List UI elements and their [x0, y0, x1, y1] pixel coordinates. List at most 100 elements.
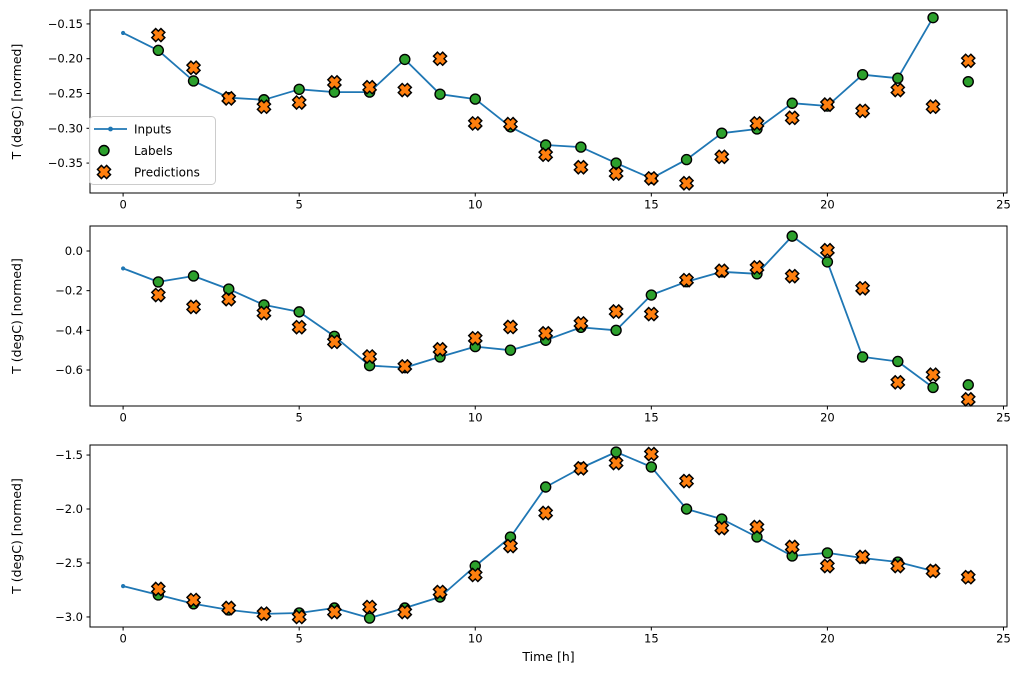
predictions-marker	[150, 581, 166, 597]
legend-box	[89, 116, 216, 185]
predictions-marker	[749, 259, 765, 276]
labels-marker	[434, 88, 446, 100]
y-axis-label: T (degC) [normed]	[9, 258, 24, 375]
legend: Inputs Labels Predictions	[89, 116, 216, 185]
labels-marker	[856, 351, 869, 363]
x-tick-label: 15	[644, 632, 659, 646]
predictions-marker-stroke	[399, 360, 411, 372]
predictions-marker	[714, 149, 730, 165]
labels-marker	[786, 97, 798, 109]
predictions-marker-stroke	[152, 29, 164, 41]
labels-marker	[610, 157, 622, 169]
labels-marker	[293, 306, 305, 318]
y-axis-label: T (degC) [normed]	[9, 44, 24, 161]
predictions-marker-stroke	[223, 92, 235, 104]
predictions-marker	[256, 305, 272, 321]
predictions-marker	[714, 520, 730, 536]
legend-predictions-sample	[96, 164, 112, 180]
predictions-marker	[925, 563, 941, 579]
predictions-marker	[185, 299, 202, 315]
predictions-marker-stroke	[434, 53, 446, 65]
predictions-marker	[397, 358, 413, 375]
predictions-marker-stroke	[328, 76, 340, 88]
predictions-marker	[326, 74, 342, 90]
predictions-marker-stroke	[364, 601, 376, 613]
predictions-marker	[432, 341, 448, 357]
predictions-marker-stroke	[681, 475, 693, 487]
predictions-marker-stroke	[575, 161, 587, 173]
predictions-marker-stroke	[681, 274, 693, 286]
x-tick-label: 5	[296, 411, 303, 425]
predictions-marker-stroke	[188, 594, 200, 606]
predictions-marker-stroke	[892, 376, 904, 388]
predictions-marker	[185, 60, 202, 76]
predictions-marker	[819, 97, 835, 113]
predictions-marker	[855, 549, 871, 565]
y-tick-label: −0.35	[48, 156, 83, 170]
predictions-marker	[538, 147, 554, 163]
predictions-marker-stroke	[223, 293, 235, 305]
predictions-marker-stroke	[751, 261, 763, 273]
labels-marker	[363, 612, 376, 624]
predictions-marker-stroke	[469, 332, 481, 344]
predictions-marker	[502, 319, 519, 335]
labels-marker	[539, 481, 552, 493]
predictions-marker-stroke	[892, 84, 904, 96]
x-tick-label: 0	[119, 411, 126, 425]
x-tick-label: 10	[468, 411, 483, 425]
y-axis-label: T (degC) [normed]	[9, 478, 24, 595]
y-tick-label: −0.25	[48, 86, 83, 100]
predictions-marker-stroke	[962, 571, 974, 583]
labels-marker	[187, 270, 200, 282]
predictions-marker-stroke	[821, 99, 833, 111]
legend-entry-label: Labels	[134, 144, 173, 158]
inputs-dot	[121, 266, 126, 271]
predictions-marker-stroke	[610, 168, 622, 180]
predictions-marker-stroke	[857, 282, 869, 294]
labels-marker	[469, 93, 481, 105]
predictions-marker-stroke	[399, 606, 411, 618]
predictions-marker-stroke	[821, 244, 833, 256]
predictions-marker	[643, 306, 659, 322]
labels-marker	[962, 75, 974, 88]
inputs-line	[122, 17, 934, 180]
predictions-marker	[432, 584, 448, 600]
x-tick-label: 15	[644, 198, 659, 212]
labels-marker	[716, 127, 728, 139]
predictions-marker	[643, 170, 659, 186]
legend-predictions-sample-stroke	[98, 166, 110, 178]
y-tick-label: −1.5	[55, 448, 83, 462]
inputs-dot	[121, 30, 126, 36]
predictions-marker	[573, 159, 589, 175]
predictions-marker	[467, 115, 483, 131]
labels-marker	[927, 11, 939, 24]
predictions-marker	[643, 446, 659, 462]
axes-spines	[89, 9, 1008, 194]
predictions-marker	[678, 272, 695, 288]
labels-marker	[786, 230, 798, 242]
predictions-marker-stroke	[328, 606, 340, 618]
labels-marker	[680, 153, 693, 166]
predictions-marker-stroke	[152, 289, 164, 301]
predictions-marker	[855, 103, 871, 119]
y-tick-label: 0.0	[65, 244, 83, 258]
predictions-marker	[749, 115, 765, 131]
predictions-marker	[256, 99, 272, 115]
predictions-marker	[362, 79, 378, 95]
predictions-marker-stroke	[962, 55, 974, 67]
predictions-marker-stroke	[927, 565, 939, 577]
predictions-marker-stroke	[716, 265, 728, 277]
x-axis-label: Time [h]	[521, 649, 574, 664]
x-tick-label: 15	[644, 411, 659, 425]
predictions-marker	[573, 460, 589, 476]
predictions-marker-stroke	[258, 608, 270, 620]
predictions-marker-stroke	[610, 457, 622, 469]
predictions-marker-stroke	[575, 317, 587, 329]
y-tick-label: −0.4	[55, 323, 83, 337]
legend-inputs-dot	[108, 126, 113, 132]
inputs-line	[122, 451, 934, 619]
predictions-marker	[150, 27, 166, 43]
predictions-marker	[678, 175, 695, 191]
predictions-marker	[819, 242, 835, 258]
